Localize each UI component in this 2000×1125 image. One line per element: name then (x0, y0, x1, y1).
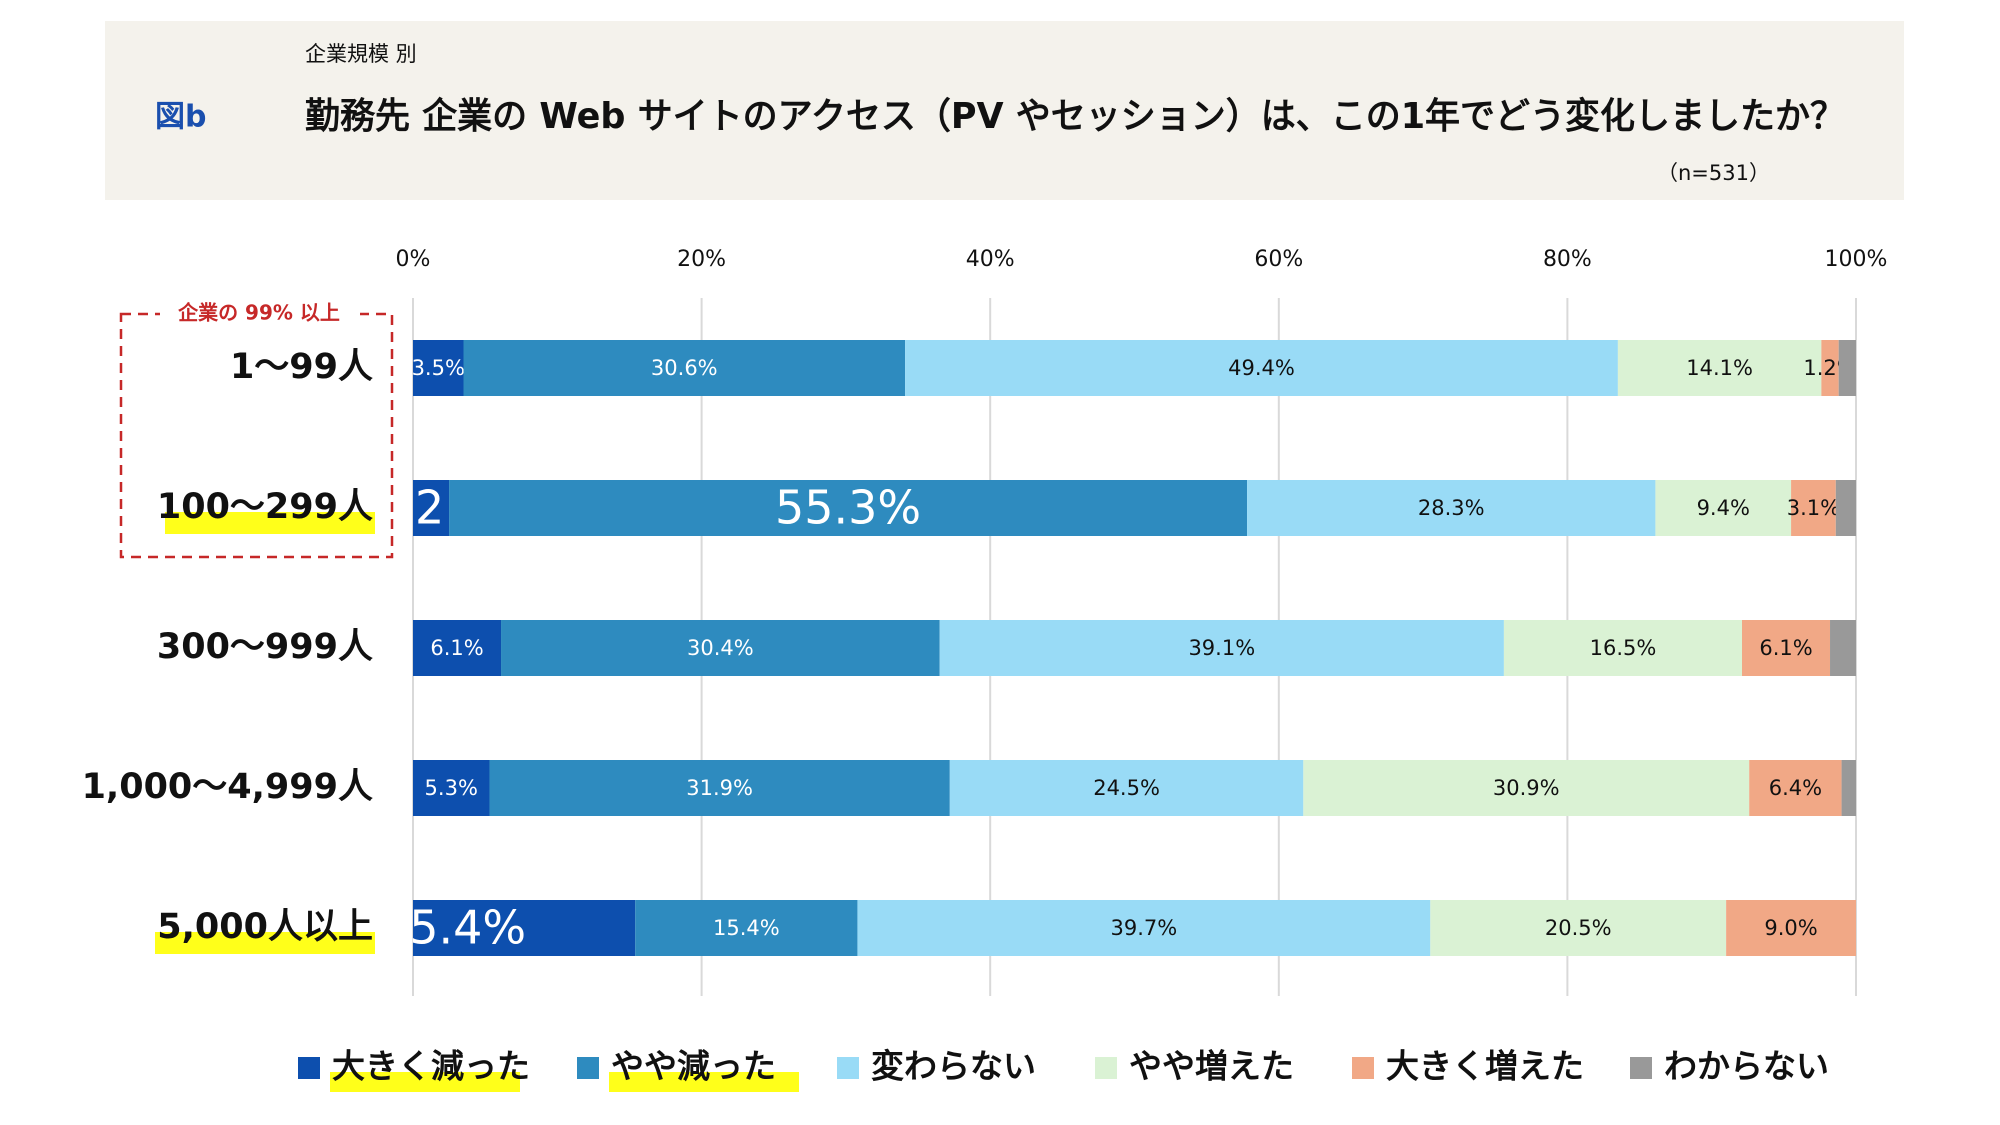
legend-swatch (1630, 1057, 1652, 1079)
annotation-bg (160, 300, 360, 328)
legend-swatch (298, 1057, 320, 1079)
legend-swatch (1095, 1057, 1117, 1079)
annotation: 企業の 99% 以上 (177, 301, 340, 325)
value-label: 28.3% (1418, 496, 1485, 520)
bar-segment (1830, 620, 1856, 676)
y-tick-label: 1,000〜4,999人 (82, 767, 373, 807)
bar-segment (939, 620, 1504, 676)
x-tick-label: 80% (1543, 247, 1592, 272)
bar-segment (1303, 760, 1750, 816)
x-tick-label: 20% (677, 247, 726, 272)
highlight (330, 1072, 520, 1092)
bar-segment (1430, 900, 1727, 956)
bar-segment (1821, 340, 1839, 396)
value-label: 6.1% (430, 636, 483, 660)
value-label: 30.6% (651, 356, 718, 380)
value-label: 49.4% (1228, 356, 1295, 380)
y-tick-label: 5,000人以上 (157, 907, 373, 947)
value-label: 6.4% (1769, 776, 1822, 800)
value-label: 55.3% (775, 481, 921, 535)
note: （n=531） (1657, 161, 1770, 185)
bar-segment (413, 760, 490, 816)
value-label: 15.4% (380, 901, 526, 955)
bar-segment (413, 340, 464, 396)
bar-segment (1838, 340, 1856, 396)
legend-swatch (1352, 1057, 1374, 1079)
value-label: 30.4% (687, 636, 754, 660)
highlight (609, 1072, 799, 1092)
y-tick-label: 1〜99人 (230, 347, 373, 387)
bar-segment (1726, 900, 1856, 956)
bar-segment (1617, 340, 1822, 396)
bar-segment (449, 480, 1248, 536)
value-label: 15.4% (713, 916, 780, 940)
legend-label: やや増えた (1129, 1047, 1294, 1086)
bar-segment (489, 760, 950, 816)
x-tick-label: 0% (396, 247, 431, 272)
value-label: 3.1% (1787, 496, 1840, 520)
legend-swatch (577, 1057, 599, 1079)
bar-segment (463, 340, 906, 396)
legend-label: 大きく減った (332, 1047, 530, 1086)
bar-segment (1742, 620, 1831, 676)
x-tick-label: 60% (1254, 247, 1303, 272)
bar-segment (857, 900, 1431, 956)
legend-swatch (837, 1057, 859, 1079)
value-label: 9.4% (1697, 496, 1750, 520)
bar-segment (413, 480, 450, 536)
value-label: 31.9% (686, 776, 753, 800)
legend-label: やや減った (611, 1047, 776, 1086)
header-box (105, 21, 1904, 200)
annotation-box (119, 312, 394, 559)
legend-label: 変わらない (871, 1047, 1036, 1086)
value-label: 5.3% (425, 776, 478, 800)
value-label: 30.9% (1493, 776, 1560, 800)
bar-segment (635, 900, 858, 956)
value-label: 20.5% (1545, 916, 1612, 940)
y-tick-label: 300〜999人 (157, 627, 373, 667)
bar-segment (949, 760, 1304, 816)
value-label: 6.1% (1759, 636, 1812, 660)
figure-label: 図b (155, 100, 206, 135)
value-label: 39.1% (1188, 636, 1255, 660)
value-label: 9.0% (1764, 916, 1817, 940)
x-tick-label: 100% (1825, 247, 1888, 272)
bar-segment (1749, 760, 1842, 816)
chart-title: 勤務先 企業の Web サイトのアクセス（PV やセッション）は、この1年でどう… (305, 95, 1845, 137)
x-tick-label: 40% (966, 247, 1015, 272)
highlight (155, 932, 375, 954)
subtitle: 企業規模 別 (305, 42, 417, 66)
bar-segment (413, 900, 636, 956)
bar-segment (1655, 480, 1792, 536)
value-label: 39.7% (1111, 916, 1178, 940)
bar-segment (1503, 620, 1743, 676)
legend-label: わからない (1664, 1047, 1829, 1086)
bar-segment (1835, 480, 1856, 536)
bar-segment (1247, 480, 1656, 536)
value-label: 24.5% (1093, 776, 1160, 800)
bar-segment (413, 620, 502, 676)
value-label: 16.5% (1590, 636, 1657, 660)
bar-segment (905, 340, 1618, 396)
bar-segment (1841, 760, 1856, 816)
y-tick-label: 100〜299人 (157, 487, 373, 527)
bar-segment (501, 620, 940, 676)
highlight (165, 512, 375, 534)
value-label: 14.1% (1686, 356, 1753, 380)
legend-label: 大きく増えた (1386, 1047, 1584, 1086)
value-label: 3.5% (412, 356, 465, 380)
bar-segment (1791, 480, 1836, 536)
